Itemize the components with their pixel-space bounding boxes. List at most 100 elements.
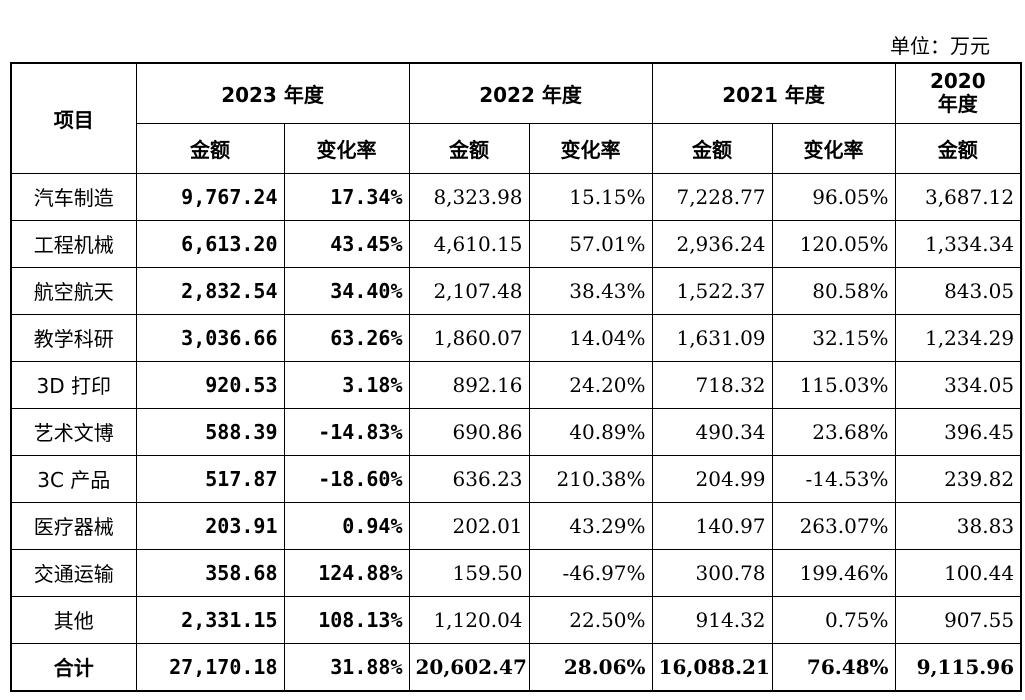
cell-a2021: 204.99 — [651, 454, 773, 503]
cell-a2020: 3,687.12 — [894, 172, 1022, 221]
cell-c2023: 3.18% — [283, 360, 410, 409]
header-2022-amount: 金额 — [408, 122, 530, 174]
cell-a2020: 9,115.96 — [894, 642, 1022, 692]
cell-c2023: -18.60% — [283, 454, 410, 503]
cell-c2022: -46.97% — [528, 548, 653, 597]
cell-a2021: 2,936.24 — [651, 219, 773, 268]
cell-a2022: 1,120.04 — [408, 595, 530, 644]
cell-a2021: 1,522.37 — [651, 266, 773, 315]
cell-a2023: 920.53 — [135, 360, 285, 409]
cell-a2023: 358.68 — [135, 548, 285, 597]
cell-a2022: 2,107.48 — [408, 266, 530, 315]
cell-a2021: 490.34 — [651, 407, 773, 456]
cell-c2022: 22.50% — [528, 595, 653, 644]
cell-a2020: 396.45 — [894, 407, 1022, 456]
cell-c2022: 15.15% — [528, 172, 653, 221]
cell-c2021: 199.46% — [771, 548, 896, 597]
cell-a2022: 892.16 — [408, 360, 530, 409]
cell-c2023: 31.88% — [283, 642, 410, 692]
table-row: 航空航天 2,832.54 34.40% 2,107.48 38.43% 1,522.37… — [10, 266, 1022, 315]
cell-a2022: 636.23 — [408, 454, 530, 503]
cell-a2023: 27,170.18 — [135, 642, 285, 692]
cell-c2021: 23.68% — [771, 407, 896, 456]
cell-a2023: 9,767.24 — [135, 172, 285, 221]
row-label: 航空航天 — [10, 266, 137, 315]
header-2021-change: 变化率 — [771, 122, 896, 174]
cell-c2023: 108.13% — [283, 595, 410, 644]
cell-c2022: 40.89% — [528, 407, 653, 456]
cell-a2022: 159.50 — [408, 548, 530, 597]
cell-c2023: 34.40% — [283, 266, 410, 315]
header-item: 项目 — [10, 62, 137, 174]
cell-c2022: 28.06% — [528, 642, 653, 692]
cell-a2023: 588.39 — [135, 407, 285, 456]
cell-c2021: 96.05% — [771, 172, 896, 221]
table-row: 3D 打印 920.53 3.18% 892.16 24.20% 718.32 115.03… — [10, 360, 1022, 409]
cell-a2023: 3,036.66 — [135, 313, 285, 362]
cell-a2020: 100.44 — [894, 548, 1022, 597]
cell-c2023: 124.88% — [283, 548, 410, 597]
cell-c2022: 43.29% — [528, 501, 653, 550]
cell-a2023: 6,613.20 — [135, 219, 285, 268]
cell-c2022: 210.38% — [528, 454, 653, 503]
cell-a2020: 38.83 — [894, 501, 1022, 550]
cell-c2021: 80.58% — [771, 266, 896, 315]
header-2023-change: 变化率 — [283, 122, 410, 174]
cell-c2021: 0.75% — [771, 595, 896, 644]
table-row: 交通运输 358.68 124.88% 159.50 -46.97% 300.78 199.… — [10, 548, 1022, 597]
cell-a2022: 1,860.07 — [408, 313, 530, 362]
header-2021: 2021 年度 — [651, 62, 896, 124]
cell-a2022: 20,602.47 — [408, 642, 530, 692]
cell-a2021: 300.78 — [651, 548, 773, 597]
row-label: 交通运输 — [10, 548, 137, 597]
cell-a2022: 4,610.15 — [408, 219, 530, 268]
row-label: 合计 — [10, 642, 137, 692]
cell-a2020: 239.82 — [894, 454, 1022, 503]
cell-c2022: 57.01% — [528, 219, 653, 268]
cell-a2020: 1,334.34 — [894, 219, 1022, 268]
cell-a2022: 690.86 — [408, 407, 530, 456]
cell-a2021: 7,228.77 — [651, 172, 773, 221]
cell-a2022: 8,323.98 — [408, 172, 530, 221]
cell-c2021: 115.03% — [771, 360, 896, 409]
cell-c2022: 38.43% — [528, 266, 653, 315]
cell-c2021: 32.15% — [771, 313, 896, 362]
cell-c2023: -14.83% — [283, 407, 410, 456]
header-2022: 2022 年度 — [408, 62, 653, 124]
cell-c2021: -14.53% — [771, 454, 896, 503]
cell-a2023: 203.91 — [135, 501, 285, 550]
cell-a2020: 1,234.29 — [894, 313, 1022, 362]
cell-a2021: 718.32 — [651, 360, 773, 409]
cell-c2021: 120.05% — [771, 219, 896, 268]
cell-a2021: 16,088.21 — [651, 642, 773, 692]
header-2022-change: 变化率 — [528, 122, 653, 174]
table-row: 工程机械 6,613.20 43.45% 4,610.15 57.01% 2,936.24… — [10, 219, 1022, 268]
row-label: 教学科研 — [10, 313, 137, 362]
table-row: 艺术文博 588.39 -14.83% 690.86 40.89% 490.34 23.68… — [10, 407, 1022, 456]
unit-label: 单位：万元 — [890, 34, 990, 58]
cell-c2023: 43.45% — [283, 219, 410, 268]
header-2021-amount: 金额 — [651, 122, 773, 174]
row-label: 医疗器械 — [10, 501, 137, 550]
row-label: 3D 打印 — [10, 360, 137, 409]
total-row: 合计 27,170.18 31.88% 20,602.47 28.06% 16,088.2… — [10, 642, 1022, 692]
header-2020: 2020 年度 — [894, 62, 1022, 124]
cell-c2021: 76.48% — [771, 642, 896, 692]
revenue-by-industry-table: 项目 2023 年度 2022 年度 2021 年度 2020 年度 金额 变化… — [10, 62, 1023, 692]
cell-a2020: 334.05 — [894, 360, 1022, 409]
row-label: 艺术文博 — [10, 407, 137, 456]
cell-a2023: 517.87 — [135, 454, 285, 503]
row-label: 汽车制造 — [10, 172, 137, 221]
table-row: 医疗器械 203.91 0.94% 202.01 43.29% 140.97 263.07%… — [10, 501, 1022, 550]
table-row: 教学科研 3,036.66 63.26% 1,860.07 14.04% 1,631.09… — [10, 313, 1022, 362]
cell-c2023: 17.34% — [283, 172, 410, 221]
cell-a2023: 2,832.54 — [135, 266, 285, 315]
cell-a2020: 907.55 — [894, 595, 1022, 644]
header-2023-amount: 金额 — [135, 122, 285, 174]
cell-c2021: 263.07% — [771, 501, 896, 550]
cell-c2023: 0.94% — [283, 501, 410, 550]
row-label: 其他 — [10, 595, 137, 644]
header-2023: 2023 年度 — [135, 62, 410, 124]
cell-a2021: 140.97 — [651, 501, 773, 550]
cell-a2020: 843.05 — [894, 266, 1022, 315]
